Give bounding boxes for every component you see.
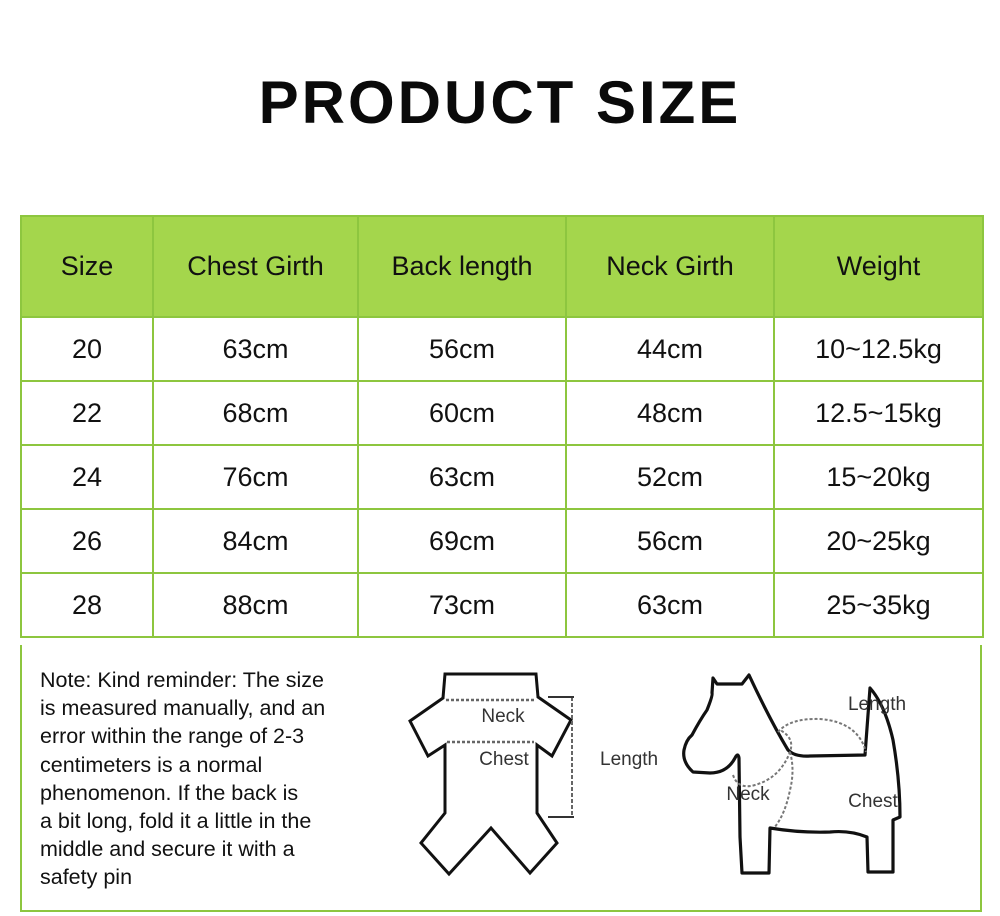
cell-back-length: 60cm <box>357 380 567 446</box>
cell-neck-girth: 48cm <box>565 380 775 446</box>
cell-back-length: 73cm <box>357 572 567 638</box>
cell-weight: 15~20kg <box>773 444 984 510</box>
note-line: safety pin <box>40 865 133 890</box>
cell-weight: 12.5~15kg <box>773 380 984 446</box>
table-header-row: Size Chest Girth Back length Neck Girth … <box>20 215 984 318</box>
table-row: 28 88cm 73cm 63cm 25~35kg <box>20 572 984 638</box>
cell-chest-girth: 84cm <box>152 508 359 574</box>
note-line: centimeters is a normal <box>40 752 263 777</box>
cell-chest-girth: 76cm <box>152 444 359 510</box>
note-line: middle and secure it with a <box>40 837 295 862</box>
cell-size: 20 <box>20 316 154 382</box>
garment-neck-label: Neck <box>481 706 525 727</box>
dog-chest-label: Chest <box>848 791 898 812</box>
page-title: PRODUCT SIZE <box>258 69 742 136</box>
cell-size: 24 <box>20 444 154 510</box>
header-back-length: Back length <box>357 215 567 318</box>
size-table: Size Chest Girth Back length Neck Girth … <box>20 215 984 638</box>
cell-neck-girth: 52cm <box>565 444 775 510</box>
cell-neck-girth: 56cm <box>565 508 775 574</box>
dog-outline <box>682 673 902 875</box>
header-size: Size <box>20 215 154 318</box>
cell-back-length: 56cm <box>357 316 567 382</box>
garment-diagram: Neck Chest Length <box>408 672 658 877</box>
garment-chest-label: Chest <box>479 749 529 770</box>
note-line: Note: Kind reminder: The size <box>40 668 325 692</box>
cell-neck-girth: 44cm <box>565 316 775 382</box>
dog-chest-line <box>773 751 794 829</box>
cell-size: 26 <box>20 508 154 574</box>
cell-size: 22 <box>20 380 154 446</box>
table-row: 24 76cm 63cm 52cm 15~20kg <box>20 444 984 510</box>
note-line: phenomenon. If the back is <box>40 780 299 805</box>
dog-neck-line <box>732 729 793 788</box>
note-cell <box>20 645 982 912</box>
cell-neck-girth: 63cm <box>565 572 775 638</box>
header-neck-girth: Neck Girth <box>565 215 775 318</box>
cell-back-length: 63cm <box>357 444 567 510</box>
cell-chest-girth: 88cm <box>152 572 359 638</box>
cell-weight: 10~12.5kg <box>773 316 984 382</box>
table-row: 26 84cm 69cm 56cm 20~25kg <box>20 508 984 574</box>
header-weight: Weight <box>773 215 984 318</box>
size-note: Note: Kind reminder: The size is measure… <box>40 666 325 892</box>
garment-length-label: Length <box>600 749 658 770</box>
cell-weight: 25~35kg <box>773 572 984 638</box>
dog-diagram: Length Neck Chest <box>682 673 906 875</box>
table-row: 20 63cm 56cm 44cm 10~12.5kg <box>20 316 984 382</box>
cell-size: 28 <box>20 572 154 638</box>
cell-back-length: 69cm <box>357 508 567 574</box>
note-line: is measured manually, and an <box>40 696 326 721</box>
cell-chest-girth: 68cm <box>152 380 359 446</box>
header-chest-girth: Chest Girth <box>152 215 359 318</box>
note-line: a bit long, fold it a little in the <box>40 809 312 834</box>
cell-weight: 20~25kg <box>773 508 984 574</box>
dog-length-label: Length <box>848 694 906 715</box>
cell-chest-girth: 63cm <box>152 316 359 382</box>
note-line: error within the range of 2-3 <box>40 724 305 749</box>
dog-neck-label: Neck <box>726 784 770 805</box>
garment-outline <box>408 672 573 877</box>
table-row: 22 68cm 60cm 48cm 12.5~15kg <box>20 380 984 446</box>
dog-length-line <box>777 717 867 753</box>
